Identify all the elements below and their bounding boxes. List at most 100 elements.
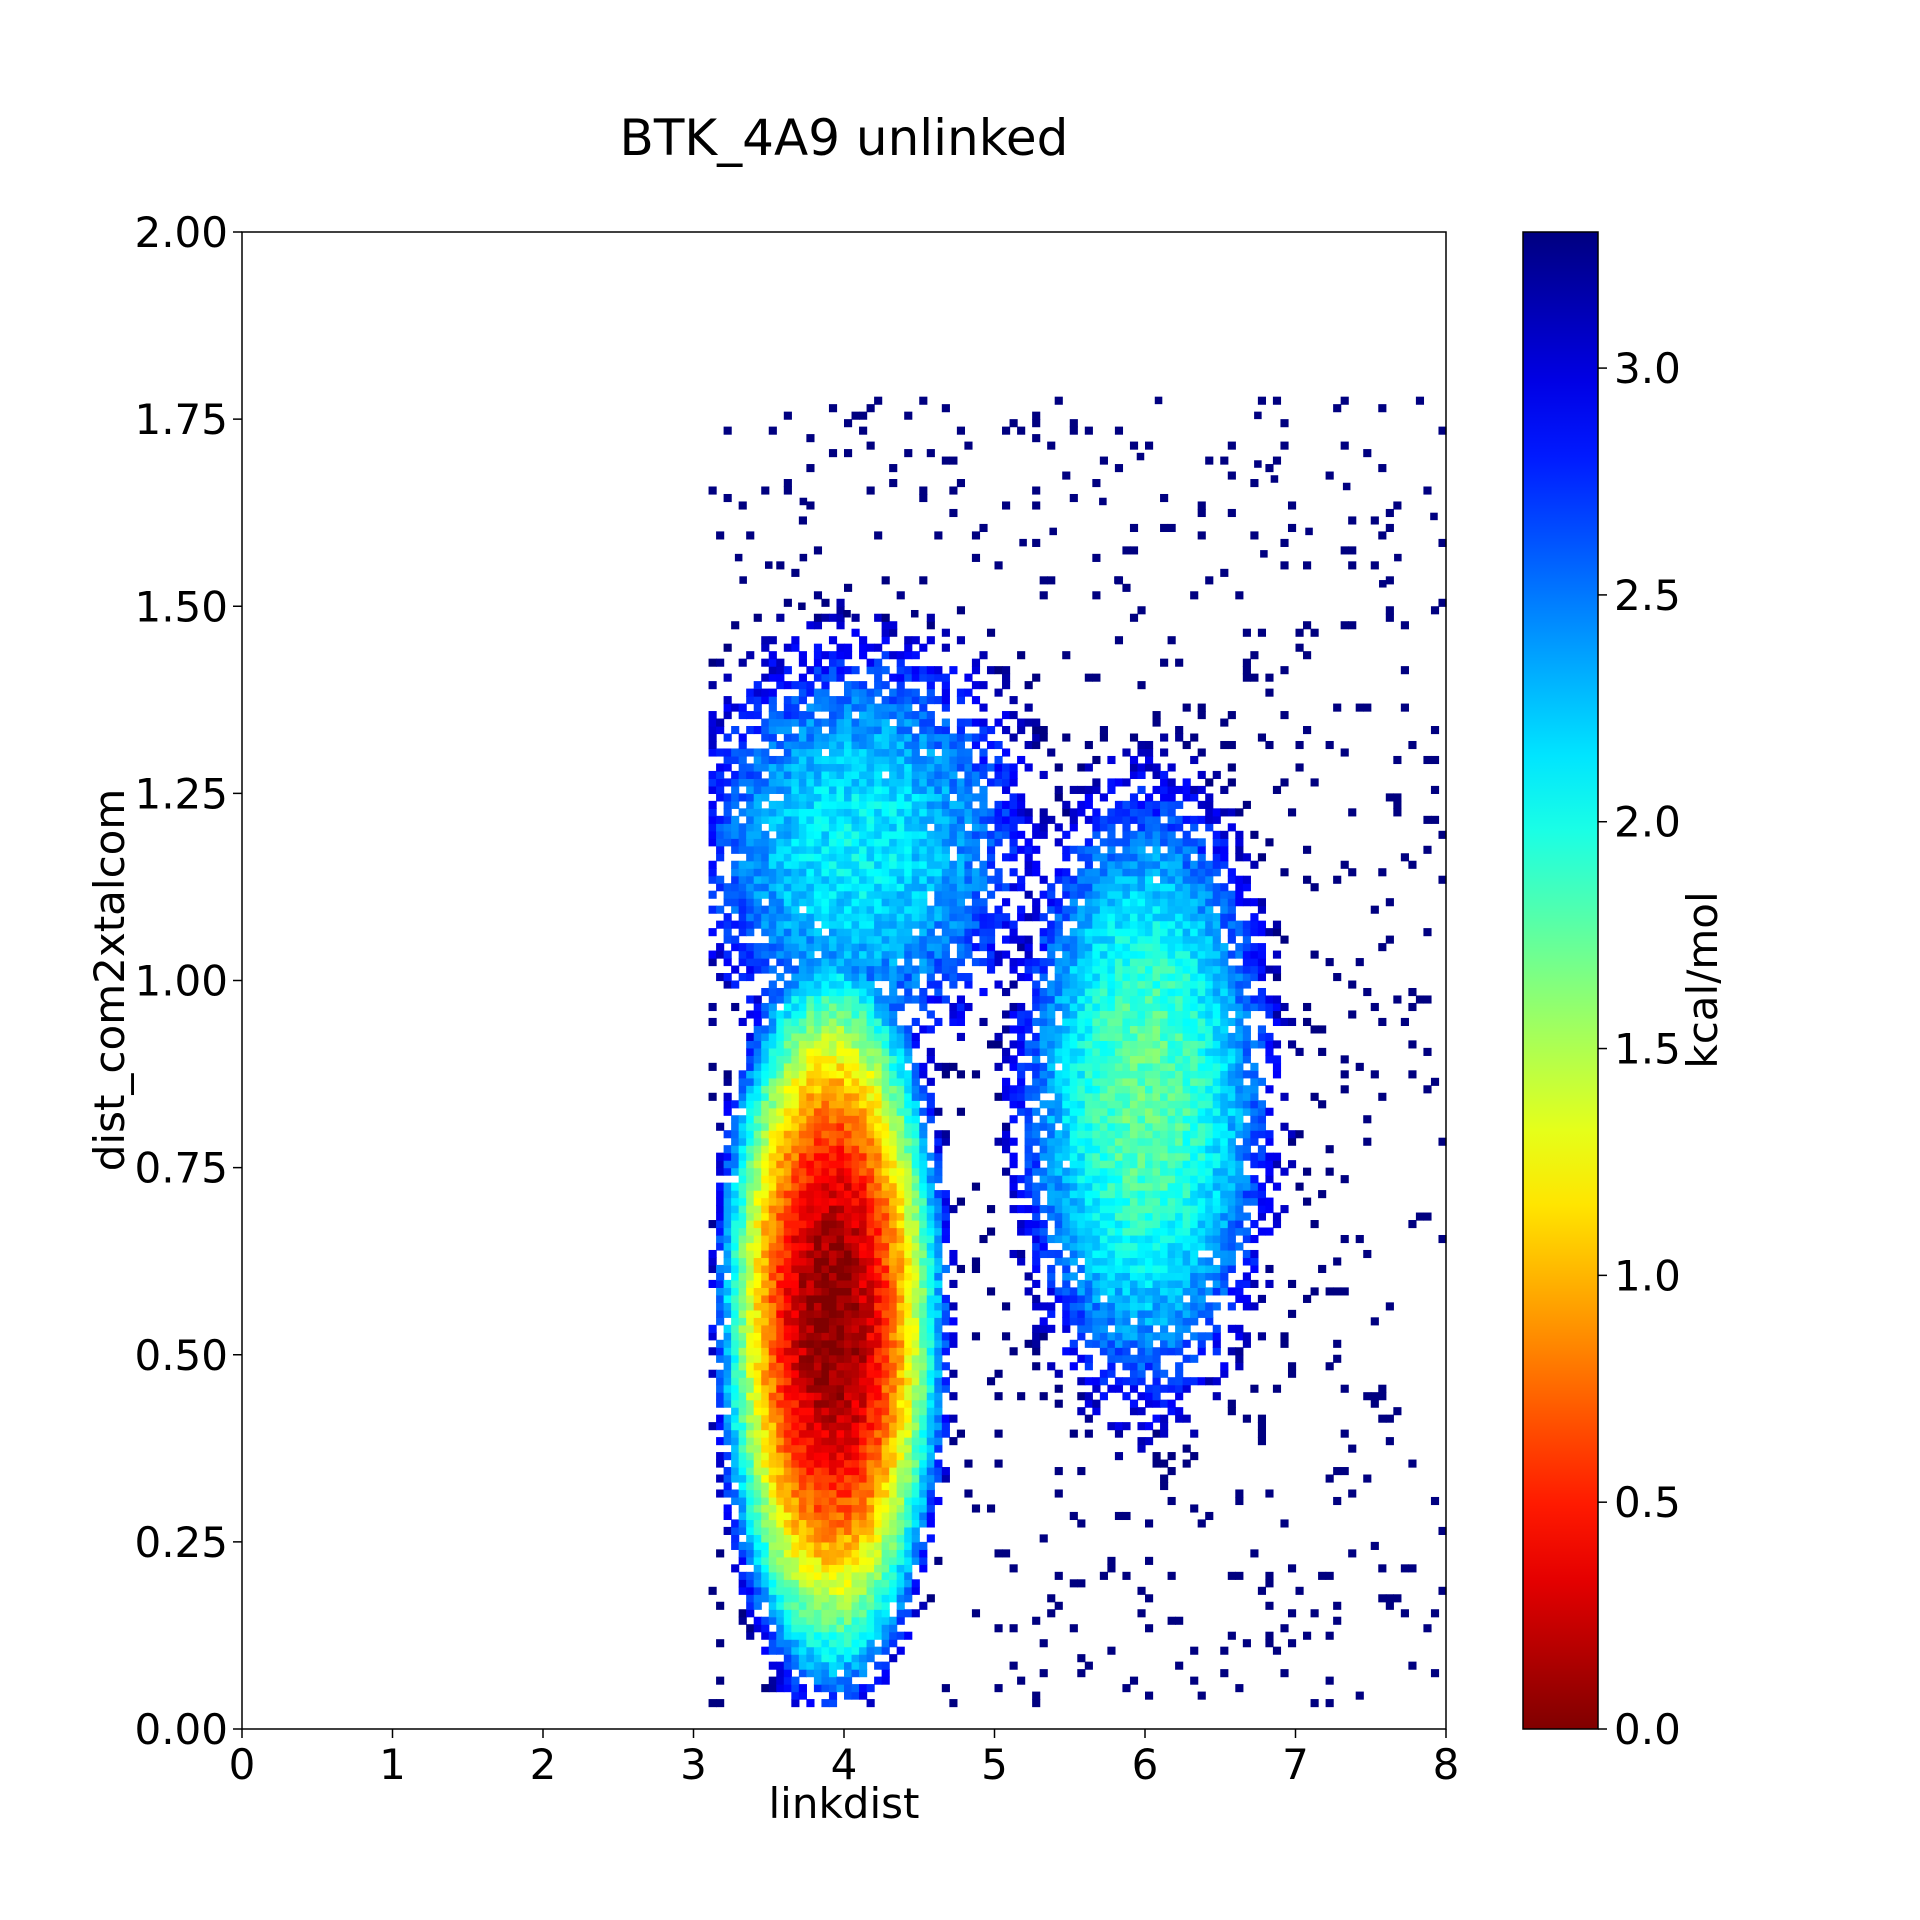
- heatmap-cell: [866, 1437, 875, 1446]
- heatmap-cell: [1009, 1624, 1018, 1633]
- heatmap-cell: [1054, 868, 1063, 877]
- heatmap-cell: [866, 1549, 875, 1558]
- heatmap-cell: [738, 1287, 747, 1296]
- heatmap-cell: [783, 763, 792, 772]
- heatmap-cell: [881, 853, 890, 862]
- heatmap-cell: [844, 815, 853, 824]
- heatmap-cell: [753, 1002, 762, 1012]
- heatmap-cell: [708, 800, 717, 809]
- heatmap-cell: [874, 1437, 883, 1446]
- heatmap-cell: [731, 965, 740, 974]
- heatmap-cell: [738, 1122, 747, 1131]
- heatmap-cell: [813, 860, 823, 869]
- heatmap-cell: [1024, 973, 1033, 982]
- heatmap-cell: [768, 1511, 777, 1521]
- heatmap-cell: [874, 1534, 883, 1543]
- heatmap-cell: [708, 823, 717, 832]
- heatmap-cell: [753, 800, 762, 809]
- heatmap-cell: [746, 1452, 755, 1461]
- heatmap-cell: [904, 1429, 913, 1438]
- heatmap-cell: [828, 1474, 838, 1483]
- heatmap-cell: [1099, 1377, 1108, 1386]
- heatmap-cell: [738, 1347, 747, 1356]
- heatmap-cell: [776, 1092, 785, 1101]
- heatmap-cell: [919, 1025, 928, 1034]
- heatmap-cell: [821, 965, 830, 974]
- heatmap-cell: [761, 1115, 770, 1124]
- heatmap-cell: [753, 1279, 762, 1288]
- heatmap-cell: [716, 763, 725, 772]
- heatmap-cell: [844, 995, 853, 1004]
- heatmap-cell: [806, 1062, 815, 1071]
- heatmap-cell: [821, 1369, 830, 1378]
- heatmap-cell: [776, 770, 785, 780]
- heatmap-cell: [956, 1010, 966, 1019]
- heatmap-cell: [836, 755, 845, 765]
- heatmap-cell: [949, 778, 958, 787]
- heatmap-cell: [776, 1332, 785, 1341]
- heatmap-cell: [1092, 1115, 1101, 1124]
- heatmap-cell: [1039, 1017, 1048, 1027]
- heatmap-cell: [776, 1489, 785, 1498]
- heatmap-cell: [836, 1616, 845, 1625]
- heatmap-cell: [828, 763, 838, 772]
- heatmap-cell: [716, 920, 725, 929]
- heatmap-cell: [881, 1519, 890, 1528]
- heatmap-cell: [896, 1107, 905, 1116]
- heatmap-cell: [881, 1249, 890, 1259]
- heatmap-cell: [851, 628, 860, 637]
- heatmap-cell: [753, 830, 762, 839]
- heatmap-cell: [1092, 1182, 1101, 1191]
- heatmap-cell: [904, 1369, 913, 1378]
- heatmap-cell: [1002, 763, 1011, 772]
- heatmap-cell: [844, 1579, 853, 1588]
- heatmap-cell: [934, 920, 943, 929]
- heatmap-cell: [821, 1669, 830, 1678]
- heatmap-cell: [926, 928, 935, 937]
- heatmap-cell: [1077, 1392, 1086, 1401]
- heatmap-cell: [881, 1594, 890, 1603]
- heatmap-cell: [813, 1167, 823, 1176]
- heatmap-cell: [896, 1407, 905, 1416]
- heatmap-cell: [904, 1519, 913, 1528]
- heatmap-cell: [844, 1032, 853, 1041]
- heatmap-cell: [828, 1010, 838, 1019]
- heatmap-cell: [1107, 1197, 1116, 1206]
- heatmap-cell: [919, 1152, 928, 1161]
- heatmap-cell: [836, 1362, 845, 1371]
- heatmap-cell: [798, 838, 807, 847]
- heatmap-cell: [1069, 973, 1078, 982]
- heatmap-cell: [859, 1339, 868, 1348]
- heatmap-cell: [753, 1205, 762, 1214]
- heatmap-cell: [844, 800, 853, 809]
- heatmap-cell: [708, 1347, 717, 1356]
- heatmap-cell: [1032, 905, 1041, 914]
- heatmap-cell: [1009, 1190, 1018, 1199]
- heatmap-cell: [934, 1272, 943, 1281]
- heatmap-cell: [768, 1399, 777, 1408]
- heatmap-cell: [874, 1407, 883, 1416]
- heatmap-cell: [723, 1220, 732, 1229]
- heatmap-cell: [731, 1564, 740, 1573]
- heatmap-cell: [738, 1085, 747, 1094]
- heatmap-cell: [889, 1564, 898, 1573]
- heatmap-cell: [904, 740, 913, 750]
- heatmap-cell: [761, 987, 770, 997]
- heatmap-cell: [1062, 1212, 1071, 1221]
- heatmap-cell: [971, 740, 981, 750]
- heatmap-cell: [934, 965, 943, 974]
- heatmap-cell: [783, 1549, 792, 1558]
- heatmap-cell: [1099, 1257, 1108, 1266]
- heatmap-cell: [828, 890, 838, 899]
- heatmap-cell: [836, 1676, 845, 1685]
- heatmap-cell: [971, 1609, 981, 1618]
- heatmap-cell: [836, 958, 845, 967]
- heatmap-cell: [926, 785, 935, 794]
- heatmap-cell: [874, 1556, 883, 1565]
- heatmap-cell: [1002, 853, 1011, 862]
- heatmap-cell: [768, 1175, 777, 1184]
- heatmap-cell: [844, 928, 853, 937]
- heatmap-cell: [889, 1579, 898, 1588]
- heatmap-cell: [776, 778, 785, 787]
- heatmap-cell: [1084, 898, 1093, 907]
